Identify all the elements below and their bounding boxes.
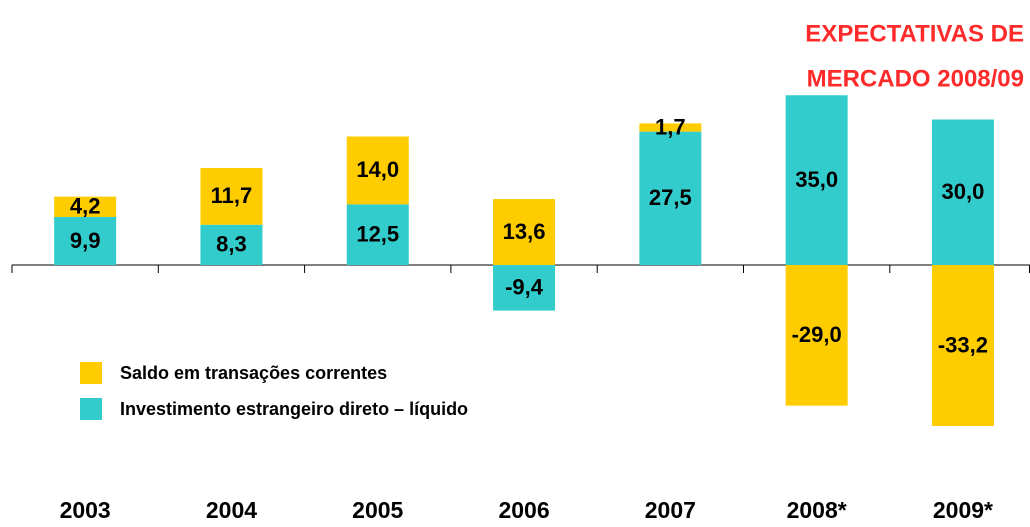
value-label: 27,5 bbox=[649, 185, 692, 210]
bar-segment bbox=[200, 168, 263, 225]
value-label: 11,7 bbox=[211, 183, 253, 208]
value-label: 35,0 bbox=[795, 167, 838, 192]
x-tick-label: 2003 bbox=[60, 497, 111, 523]
bar-segment bbox=[493, 265, 556, 311]
value-label: -9,4 bbox=[505, 275, 544, 300]
annotation-line: MERCADO 2008/09 bbox=[807, 65, 1024, 92]
value-label: 14,0 bbox=[356, 157, 399, 182]
bar-segment bbox=[200, 224, 263, 265]
value-label: -33,2 bbox=[938, 332, 988, 357]
bar-segment bbox=[639, 131, 702, 265]
x-tick-label: 2008* bbox=[787, 497, 847, 523]
bar-segment bbox=[54, 196, 117, 217]
bar-segment bbox=[493, 199, 556, 265]
legend-swatch bbox=[80, 362, 102, 384]
value-label: 12,5 bbox=[356, 222, 399, 247]
value-label: 4,2 bbox=[70, 194, 101, 219]
annotation-line: EXPECTATIVAS DE bbox=[805, 20, 1024, 47]
x-tick-label: 2006 bbox=[498, 497, 549, 523]
bar-segment bbox=[639, 123, 702, 132]
value-label: -29,0 bbox=[792, 322, 842, 347]
bar-segment bbox=[785, 95, 848, 265]
bar-segment bbox=[346, 204, 409, 265]
x-tick-label: 2007 bbox=[645, 497, 696, 523]
bar-segment bbox=[931, 265, 994, 427]
value-label: 13,6 bbox=[503, 219, 546, 244]
value-label: 9,9 bbox=[70, 228, 101, 253]
bar-segment bbox=[346, 136, 409, 205]
x-tick-label: 2005 bbox=[352, 497, 403, 523]
value-label: 30,0 bbox=[942, 179, 985, 204]
legend-label: Investimento estrangeiro direto – líquid… bbox=[120, 399, 468, 419]
x-tick-label: 2004 bbox=[206, 497, 257, 523]
bar-segment bbox=[931, 119, 994, 265]
value-label: 1,7 bbox=[655, 114, 686, 139]
bar-segment bbox=[54, 216, 117, 265]
value-label: 8,3 bbox=[216, 232, 247, 257]
bar-segment bbox=[785, 265, 848, 406]
x-tick-label: 2009* bbox=[933, 497, 993, 523]
legend-label: Saldo em transações correntes bbox=[120, 363, 387, 383]
legend-swatch bbox=[80, 398, 102, 420]
